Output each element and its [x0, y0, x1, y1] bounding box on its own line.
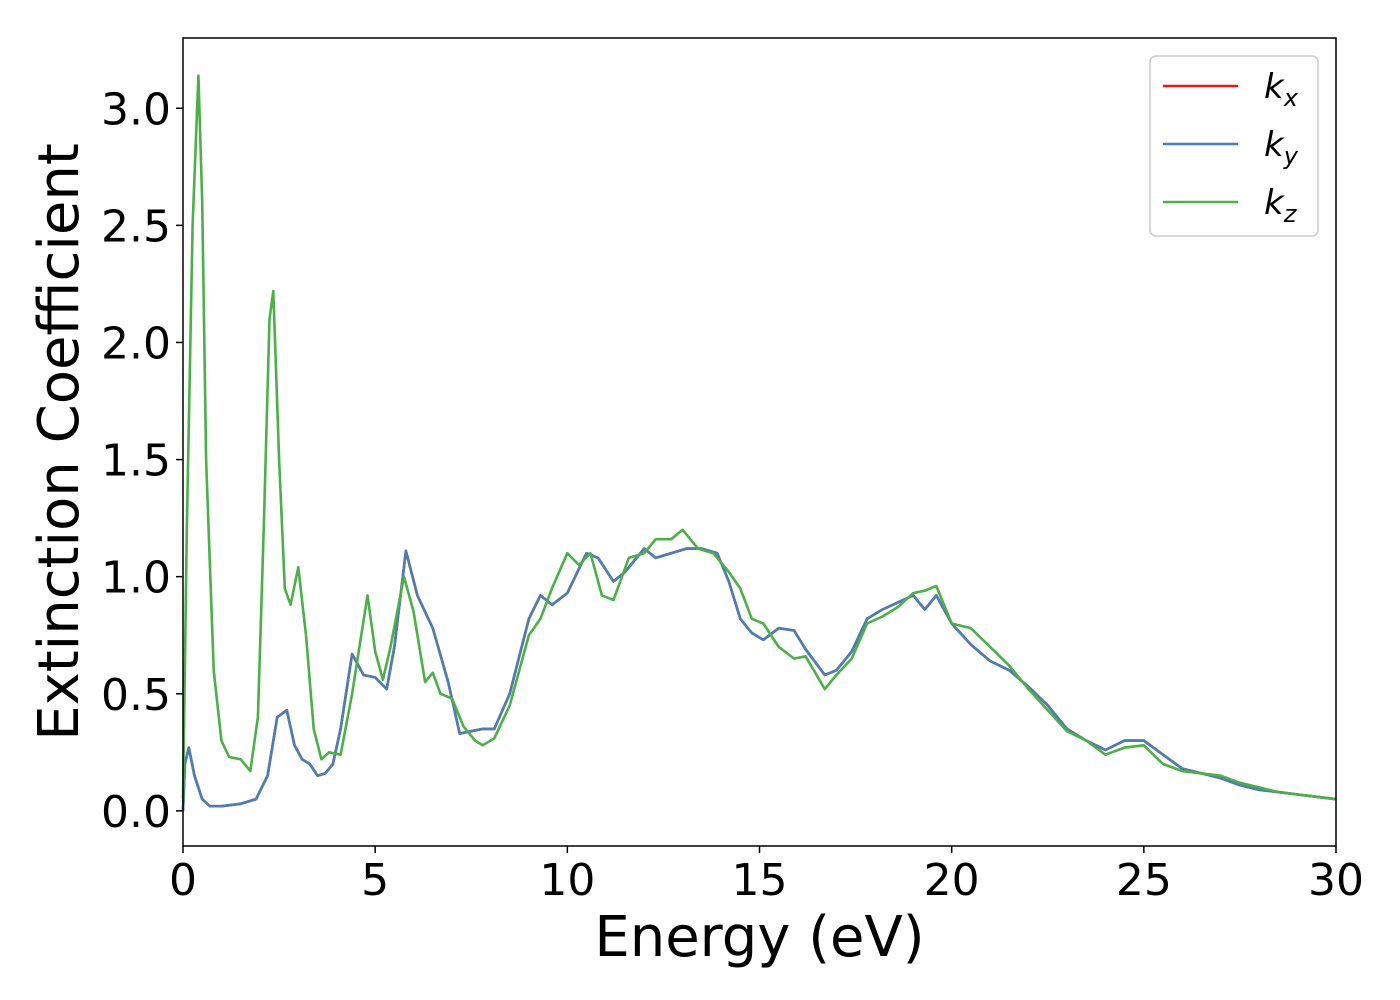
x-tick-label: 15	[732, 855, 788, 906]
legend: kx ky kz	[1149, 55, 1319, 237]
x-tick-label: 25	[1116, 855, 1172, 906]
y-axis-label: Extinction Coefficient	[27, 143, 92, 741]
y-tick-label: 0.0	[101, 787, 171, 838]
legend-box	[1149, 55, 1319, 237]
series-line-z	[181, 74, 1337, 801]
x-tick-label: 0	[169, 855, 197, 906]
legend-label-x: kx	[1264, 67, 1299, 112]
series-line-x	[181, 547, 1337, 811]
legend-label-z: kz	[1264, 183, 1298, 228]
y-tick-label: 1.0	[101, 553, 171, 604]
y-tick-label: 0.5	[101, 670, 171, 721]
x-axis-label: Energy (eV)	[594, 905, 924, 970]
x-tick-label: 10	[539, 855, 595, 906]
y-tick-label: 2.0	[101, 318, 171, 369]
x-tick-label: 5	[361, 855, 389, 906]
x-tick-label: 20	[924, 855, 980, 906]
series-line-y	[181, 547, 1337, 811]
legend-label-y: ky	[1264, 125, 1299, 170]
y-tick-label: 1.5	[101, 436, 171, 487]
series-lines	[181, 74, 1337, 811]
x-tick-label: 30	[1308, 855, 1364, 906]
x-axis: 0 5 10 15 20 25 30	[169, 846, 1364, 906]
y-tick-label: 3.0	[101, 84, 171, 135]
y-tick-label: 2.5	[101, 201, 171, 252]
y-axis: 0.0 0.5 1.0 1.5 2.0 2.5 3.0	[101, 84, 183, 838]
